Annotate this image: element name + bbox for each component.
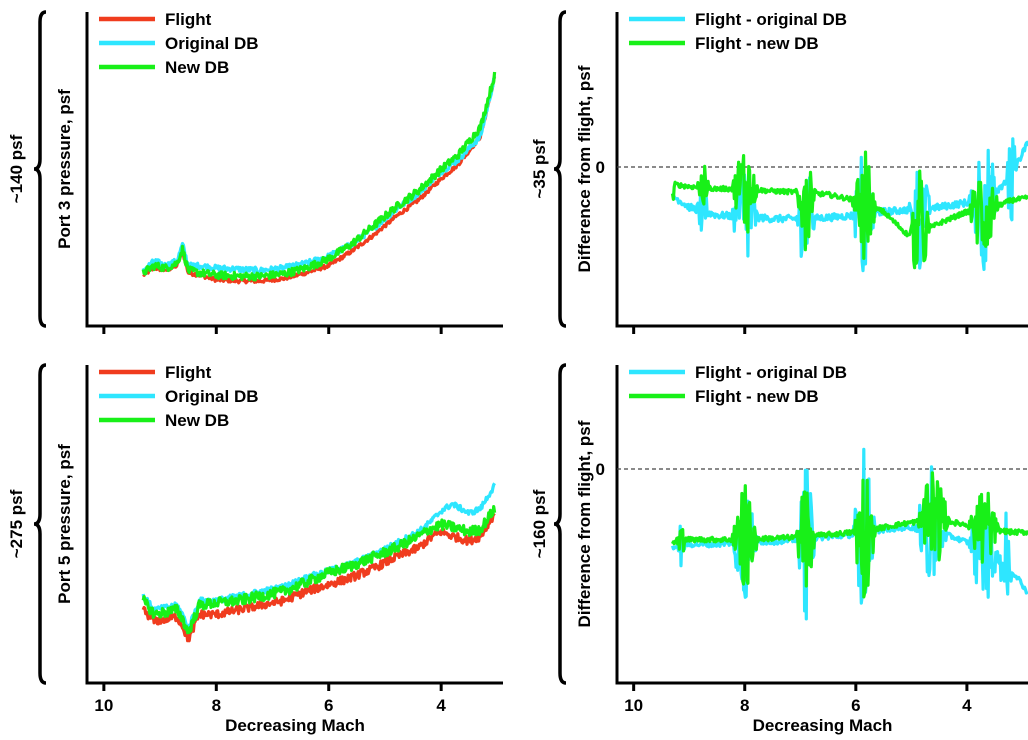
x-tick-label: 6	[851, 696, 860, 715]
scale-label: ~160 psf	[530, 489, 549, 558]
scale-brace	[33, 10, 47, 328]
x-tick-label: 8	[740, 696, 749, 715]
legend-entry: New DB	[165, 411, 229, 430]
x-tick-label: 6	[324, 696, 333, 715]
series-line	[141, 512, 496, 643]
x-tick-label: 10	[94, 696, 113, 715]
x-tick-label: 4	[962, 696, 972, 715]
scale-label: ~275 psf	[7, 489, 26, 558]
series-group	[141, 71, 497, 285]
legend-entry: Flight	[165, 363, 212, 382]
chart-d3: Difference from flight, psf ~35 psf 0 Fligh…	[530, 10, 1028, 334]
legend-entry: Flight - original DB	[695, 10, 847, 29]
series-line	[671, 137, 1028, 273]
y-axis-label: Difference from flight, psf	[575, 65, 594, 272]
y-axis-label: Port 3 pressure, psf	[55, 89, 74, 249]
y-axis-label: Difference from flight, psf	[575, 420, 594, 627]
x-axis-label: Decreasing Mach	[225, 716, 365, 735]
scale-brace	[553, 10, 567, 328]
legend-entry: Flight	[165, 10, 212, 29]
legend-entry: Original DB	[165, 34, 259, 53]
legend-entry: Flight - original DB	[695, 363, 847, 382]
scale-label: ~35 psf	[530, 139, 549, 198]
zero-label: 0	[596, 460, 605, 479]
series-group	[670, 137, 1028, 273]
chart-p3: Port 3 pressure, psf ~140 psf Flight Origin…	[7, 10, 503, 334]
series-line	[142, 76, 497, 285]
zero-label: 0	[596, 158, 605, 177]
series-group	[670, 447, 1028, 621]
series-line	[141, 482, 496, 629]
scale-label: ~140 psf	[7, 134, 26, 203]
legend-entry: New DB	[165, 58, 229, 77]
series-group	[141, 482, 497, 643]
chart-d5: 10 8 6 4 Decreasing Mach Difference from flig…	[530, 363, 1028, 735]
series-line	[141, 71, 497, 282]
series-line	[141, 505, 497, 635]
x-tick-label: 8	[212, 696, 221, 715]
scale-brace	[553, 363, 567, 685]
x-tick-label: 10	[624, 696, 643, 715]
series-line	[671, 471, 1028, 599]
scale-brace	[33, 363, 47, 685]
x-tick-label: 4	[436, 696, 446, 715]
series-line	[670, 150, 1028, 270]
x-axis-label: Decreasing Mach	[753, 716, 893, 735]
legend-entry: Flight - new DB	[695, 387, 819, 406]
series-line	[141, 75, 497, 275]
chart-p5: 10 8 6 4 Decreasing Mach Port 5 pressure, psf…	[7, 363, 503, 735]
legend-entry: Flight - new DB	[695, 34, 819, 53]
y-axis-label: Port 5 pressure, psf	[55, 444, 74, 604]
legend-entry: Original DB	[165, 387, 259, 406]
